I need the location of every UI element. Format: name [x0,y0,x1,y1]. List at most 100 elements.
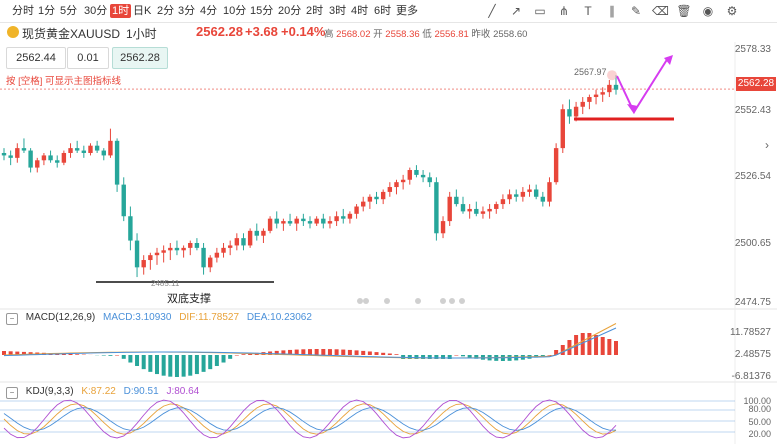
axis-label: 2578.33 [734,44,771,55]
macd-bar [241,354,246,355]
timeframe-3[interactable]: 30分 [84,5,108,17]
d-value: D:90.51 [123,386,159,397]
macd-bar [334,349,339,355]
macd-bar [115,355,120,356]
macd-bar [394,354,399,355]
d-line [3,407,617,431]
collapse-icon[interactable]: − [6,387,18,399]
instrument-name[interactable]: 现货黄金XAUUSD [22,27,121,41]
macd-bar [560,345,565,355]
timeframe-toolbar: 分时 1分 5分 30分 1时 日K 2分 3分 4分 10分 15分 20分 2时 3时 4时 6时 更多 ╱ ↗… [0,0,777,23]
candle-body [1,152,7,156]
candle-body [507,194,512,200]
macd-bar [301,349,306,355]
arrow-head [627,104,638,114]
timeframe-7[interactable]: 3分 [178,5,196,17]
macd-bar [75,354,80,355]
candle-body [261,230,266,236]
timeframe-8[interactable]: 4分 [200,5,218,17]
axis-label: 50.00 [748,417,771,427]
macd-bar [281,350,286,355]
timeframe-9[interactable]: 10分 [223,5,247,17]
brush-icon[interactable]: ✎ [630,4,642,18]
timeframe-5[interactable]: 日K [133,5,152,17]
candle-body [28,150,33,168]
pitchfork-icon[interactable]: ⋔ [558,4,570,18]
candle-body [540,196,546,202]
timeframe-10[interactable]: 15分 [250,5,274,17]
macd-bar [155,355,159,375]
candle-body [327,221,333,224]
gold-icon [7,26,19,38]
timeframe-14[interactable]: 4时 [351,5,369,17]
support-label: 双底支撑 [167,293,211,305]
candle-body [414,170,419,175]
candle-body [55,160,60,163]
timeframe-2[interactable]: 5分 [60,5,78,17]
timeframe-15[interactable]: 6时 [374,5,392,17]
text-tool-icon[interactable]: T [584,4,592,18]
candle-body [500,199,506,205]
trash-icon[interactable]: 🗑 [676,4,692,18]
timeframe-16[interactable]: 更多 [396,5,418,17]
macd-bar [387,353,392,355]
event-marker [363,298,369,304]
candle-body [321,218,326,224]
macd-bar [8,351,13,355]
axis-label: 2552.43 [734,105,771,116]
line-draw-icon[interactable]: ╱ [488,4,496,18]
macd-bar [467,355,472,358]
candle-body [154,252,160,256]
macd-bar [181,355,186,377]
candle-body [121,184,126,217]
rect-icon[interactable]: ▭ [534,4,546,18]
candle-body [8,155,13,158]
event-marker [357,298,363,304]
timeframe-13[interactable]: 3时 [329,5,347,17]
macd-bar [327,349,332,355]
candle-body [194,243,200,248]
candle-body [480,211,486,214]
axis-label: 2526.54 [734,171,771,182]
candle-body [447,196,452,222]
high-marker [607,70,617,81]
ray-icon[interactable]: ↗ [510,4,522,18]
candle-body [241,238,246,246]
candle-body [101,150,106,156]
sell-price-box[interactable]: 2562.44 [6,47,66,69]
axis-label: 100.00 [743,396,771,406]
candle-body [247,230,253,246]
timeframe-6[interactable]: 2分 [157,5,175,17]
chevron-right-icon[interactable]: › [765,138,769,152]
eraser-icon[interactable]: ⌫ [652,4,669,18]
timeframe-1[interactable]: 1分 [38,5,56,17]
eye-icon[interactable]: ◉ [702,4,714,18]
candle-body [94,145,100,151]
candle-body [613,84,619,90]
candle-body [88,145,93,153]
macd-bar [407,355,412,359]
macd-bar [221,355,226,363]
macd-bar [614,341,618,355]
macd-bar [421,355,426,359]
collapse-icon[interactable]: − [6,313,18,325]
timeframe-4[interactable]: 1时 [110,4,132,18]
macd-bar [381,352,386,355]
timeframe-12[interactable]: 2时 [306,5,324,17]
axis-label: 2474.75 [734,297,771,308]
candle-body [254,230,259,236]
axis-label: 80.00 [748,404,771,414]
period-select[interactable]: 1小时 [126,27,157,41]
macd-bar [288,349,293,355]
timeframe-0[interactable]: 分时 [12,5,34,17]
buy-price-box[interactable]: 2562.28 [112,47,168,69]
forecast-path [616,57,669,115]
parallel-icon[interactable]: ∥ [609,4,615,18]
lot-input[interactable]: 0.01 [67,47,109,69]
settings-icon[interactable]: ⚙ [726,4,738,18]
candle-body [587,97,592,102]
macd-bar [600,337,605,355]
timeframe-11[interactable]: 20分 [278,5,302,17]
macd-bar [434,355,439,359]
